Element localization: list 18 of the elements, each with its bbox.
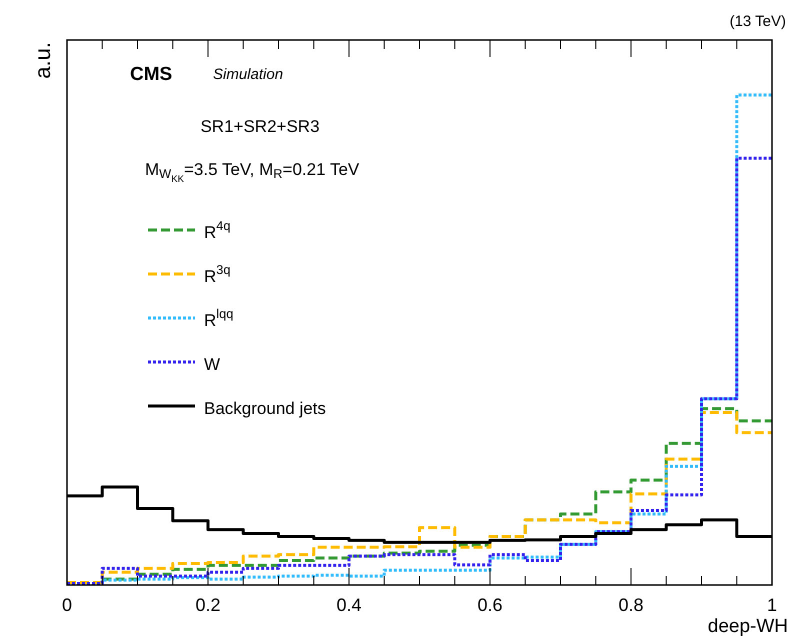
y-axis-title: a.u. (30, 42, 55, 79)
x-axis-title: deep-WH (708, 616, 788, 637)
x-tick-label: 0 (62, 595, 72, 615)
annotation: SR1+SR2+SR3 (200, 117, 320, 136)
x-tick-label: 0.2 (195, 595, 221, 615)
legend-label: R$^{lqq}$ (204, 306, 234, 330)
legend-label: R$^{4q}$ (204, 218, 230, 242)
chart-title: CMS (130, 64, 172, 85)
x-tick-label: 0.6 (477, 595, 503, 615)
chart-subtitle: Simulation (213, 66, 284, 83)
annotation: M$_{W}$$_{KK}$=3.5 TeV, M$_{R}$=0.21 TeV (145, 160, 360, 185)
text: (13 TeV) (730, 13, 786, 30)
x-tick-label: 0.8 (618, 595, 644, 615)
x-tick-label: 0.4 (336, 595, 362, 615)
legend-label: Background jets (204, 399, 326, 418)
x-tick-label: 1 (766, 595, 778, 615)
legend-label: W (204, 355, 220, 374)
legend-label: R$^{3q}$ (204, 262, 230, 286)
